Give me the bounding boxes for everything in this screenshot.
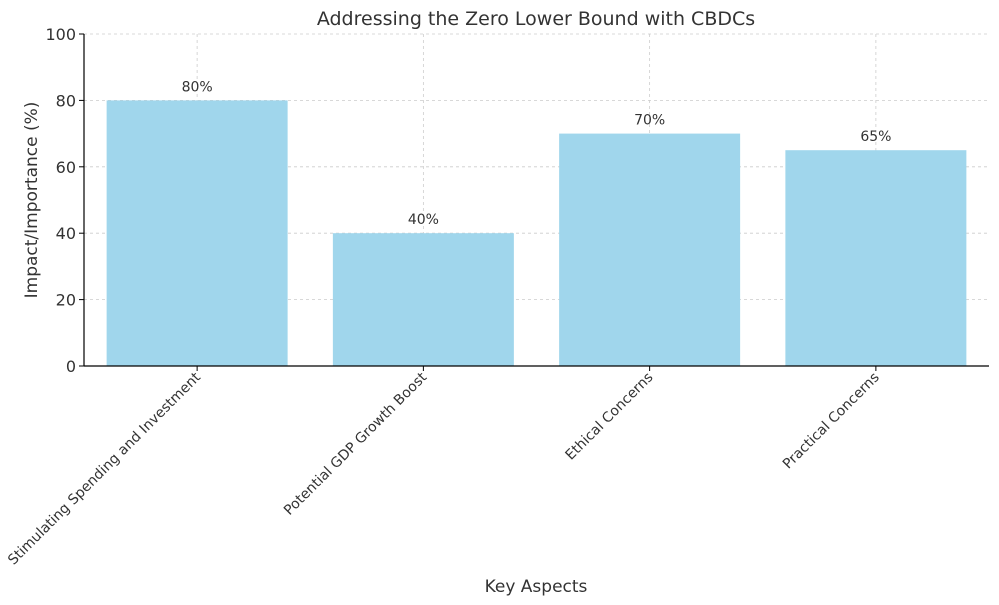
- data-label: 40%: [408, 212, 439, 228]
- x-tick-label: Ethical Concerns: [562, 370, 656, 464]
- y-tick-label: 20: [56, 291, 76, 310]
- x-tick-label: Potential GDP Growth Boost: [281, 369, 431, 519]
- y-tick-label: 0: [66, 357, 76, 376]
- y-tick-label: 40: [56, 224, 76, 243]
- x-axis-label: Key Aspects: [485, 577, 588, 597]
- y-tick-label: 100: [45, 25, 76, 44]
- data-label: 80%: [182, 79, 213, 95]
- data-label: 65%: [860, 129, 891, 145]
- y-tick-label: 80: [56, 91, 76, 110]
- bar: [785, 150, 967, 366]
- y-axis-label: Impact/Importance (%): [22, 102, 42, 299]
- bar: [106, 100, 288, 367]
- x-tick-label: Stimulating Spending and Investment: [5, 369, 204, 568]
- bar: [559, 133, 741, 366]
- axes: [79, 33, 989, 371]
- bars: [106, 100, 967, 367]
- data-label: 70%: [634, 113, 665, 129]
- chart-title: Addressing the Zero Lower Bound with CBD…: [317, 8, 755, 30]
- bar: [332, 233, 514, 366]
- x-tick-label: Practical Concerns: [780, 370, 883, 473]
- y-tick-label: 60: [56, 158, 76, 177]
